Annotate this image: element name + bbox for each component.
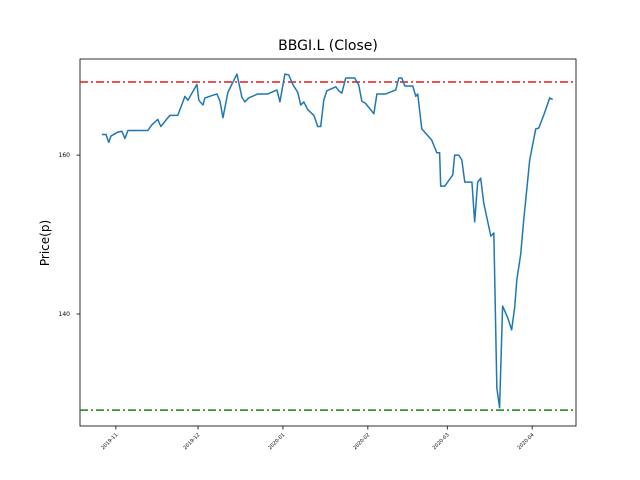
- chart-title: BBGI.L (Close): [278, 38, 378, 54]
- y-axis-label: Price(p): [38, 220, 52, 266]
- y-tick-label: 140: [59, 311, 71, 318]
- price-line: [101, 73, 554, 409]
- plot-frame: [79, 58, 577, 427]
- y-tick-label: 160: [59, 152, 71, 159]
